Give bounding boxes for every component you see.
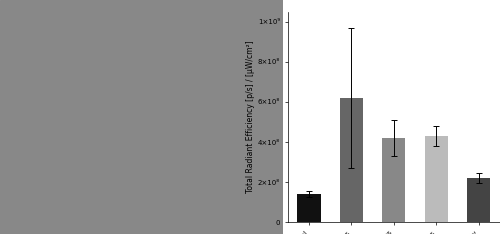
Bar xyxy=(297,194,320,222)
Bar xyxy=(382,138,406,222)
Y-axis label: Total Radiant Efficiency [p/s] / [μW/cm²]: Total Radiant Efficiency [p/s] / [μW/cm²… xyxy=(246,41,255,193)
Bar xyxy=(340,98,363,222)
Bar xyxy=(424,136,448,222)
Bar xyxy=(467,178,490,222)
